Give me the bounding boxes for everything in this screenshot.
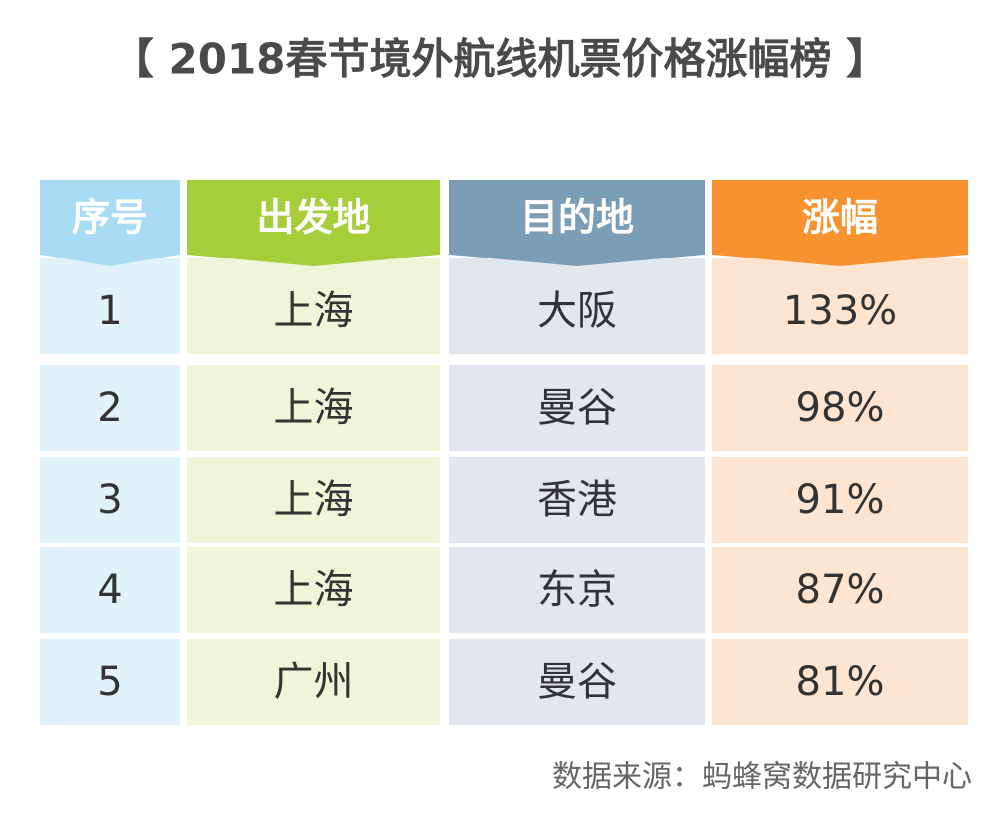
cell-text: 香港 xyxy=(537,477,617,523)
header-tip xyxy=(187,254,440,266)
cell-text: 2 xyxy=(97,385,122,431)
cell-text: 98% xyxy=(796,385,885,431)
cell-text: 133% xyxy=(783,288,897,334)
cell-text: 上海 xyxy=(274,477,354,523)
cell-text: 5 xyxy=(97,659,122,705)
header-cell xyxy=(449,180,705,266)
table-cell xyxy=(712,547,968,633)
table-cell xyxy=(449,258,705,354)
table-cell xyxy=(712,258,968,354)
table-cell xyxy=(712,457,968,543)
header-tip xyxy=(449,254,705,266)
header-cell xyxy=(187,180,440,266)
cell-text: 4 xyxy=(97,567,122,613)
table-cell xyxy=(187,258,440,354)
cell-text: 上海 xyxy=(274,288,354,334)
cell-text: 大阪 xyxy=(537,288,617,334)
table-cell xyxy=(712,639,968,725)
source-note: 数据来源：蚂蜂窝数据研究中心 xyxy=(552,760,972,795)
cell-text: 87% xyxy=(796,567,885,613)
title: 【 2018春节境外航线机票价格涨幅榜 】 xyxy=(112,35,888,84)
column-header: 出发地 xyxy=(256,196,370,240)
table-cell xyxy=(187,457,440,543)
cell-text: 上海 xyxy=(274,385,354,431)
table-cell xyxy=(449,639,705,725)
table-cell xyxy=(40,639,180,725)
cell-text: 曼谷 xyxy=(537,659,617,705)
header-cell xyxy=(712,180,968,266)
column-header: 目的地 xyxy=(520,196,634,240)
cell-text: 曼谷 xyxy=(537,385,617,431)
header-tip xyxy=(712,254,968,266)
table-cell xyxy=(40,258,180,354)
table-cell xyxy=(187,639,440,725)
header-cell xyxy=(40,180,180,266)
column-header: 序号 xyxy=(72,196,148,240)
table-cell xyxy=(712,365,968,451)
cell-text: 81% xyxy=(796,659,885,705)
column-header: 涨幅 xyxy=(802,196,878,240)
table-cell xyxy=(187,547,440,633)
table-cell xyxy=(449,457,705,543)
table-cell xyxy=(187,365,440,451)
table-cell xyxy=(40,457,180,543)
table-cell xyxy=(40,365,180,451)
cell-text: 广州 xyxy=(274,659,354,705)
cell-text: 3 xyxy=(97,477,122,523)
header-tip xyxy=(40,254,180,266)
cell-text: 1 xyxy=(97,288,122,334)
table-cell xyxy=(40,547,180,633)
cell-text: 91% xyxy=(796,477,885,523)
table-cell xyxy=(449,547,705,633)
cell-text: 上海 xyxy=(274,567,354,613)
table-cell xyxy=(449,365,705,451)
cell-text: 东京 xyxy=(537,567,617,613)
